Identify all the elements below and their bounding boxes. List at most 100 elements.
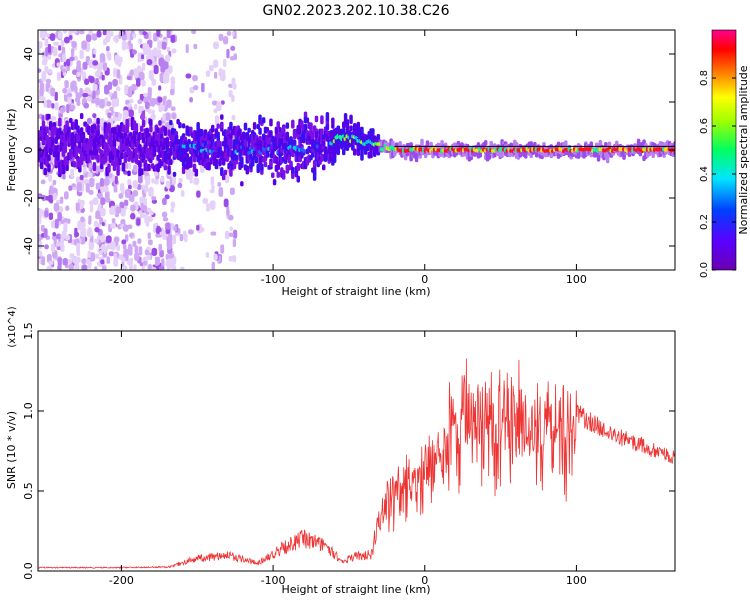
spectrogram-cell — [124, 205, 128, 210]
spectrogram-cell — [265, 150, 270, 158]
spectrogram-cell — [151, 196, 157, 201]
spectrogram-cell — [229, 187, 235, 196]
spectrogram-cell — [107, 122, 111, 129]
spectrogram-cell — [122, 265, 128, 270]
spectrogram-cell — [114, 111, 119, 118]
spectrogram-cell — [141, 265, 145, 270]
spectrogram-cell — [254, 156, 259, 164]
spectrogram-cell — [201, 82, 205, 93]
spectrogram-cell — [189, 97, 193, 103]
spectrogram-cell — [82, 71, 86, 79]
spectrogram-cell — [140, 203, 144, 212]
spectrogram-cell — [231, 77, 236, 88]
spectrogram-cell — [137, 52, 142, 63]
spectrogram-cell — [114, 175, 118, 185]
spectrogram-cell — [68, 185, 73, 191]
spectrogram-cell — [141, 79, 146, 87]
spectrogram-cell — [114, 55, 121, 66]
spectrogram-cell — [52, 231, 57, 237]
spectrogram-xtick-label: -200 — [109, 273, 134, 286]
spectrogram-cell — [101, 243, 106, 253]
spectrogram-cell — [137, 38, 143, 44]
spectrogram-cell — [170, 106, 176, 112]
spectrogram-cell — [141, 119, 146, 128]
spectrogram-cell — [74, 97, 81, 103]
spectrogram-cell — [148, 186, 154, 197]
spectrogram-cell — [69, 117, 73, 124]
spectrogram-cell — [99, 52, 106, 63]
spectrogram-cell — [168, 253, 175, 259]
spectrogram-cell — [161, 211, 168, 218]
spectrogram-cell — [50, 137, 55, 143]
snr-ylabel: SNR (10 * v/v) — [5, 411, 18, 489]
spectrogram-cell — [162, 197, 167, 206]
spectrogram-cell — [52, 122, 57, 128]
spectrogram-cell — [99, 235, 106, 243]
spectrogram-cell — [269, 118, 273, 127]
spectrogram-cell — [91, 33, 98, 41]
spectrogram-cell — [69, 56, 75, 62]
spectrogram-cell — [70, 48, 75, 57]
spectrogram-cell — [93, 48, 97, 55]
spectrogram-cell — [43, 167, 48, 176]
spectrogram-cell — [44, 244, 49, 250]
spectrogram-cell — [85, 183, 90, 193]
spectrogram-cell — [209, 157, 213, 165]
spectrogram-cell — [166, 181, 171, 189]
spectrogram-cell — [193, 43, 198, 50]
spectrogram-cell — [38, 250, 43, 257]
spectrogram-cell — [189, 86, 195, 94]
spectrogram-cell — [155, 256, 161, 266]
spectrogram-cell — [360, 126, 364, 135]
spectrogram-cell — [38, 68, 42, 73]
spectrogram-cell — [80, 216, 85, 223]
spectrogram-cell — [128, 40, 132, 47]
spectrogram-cell — [153, 32, 158, 42]
spectrogram-cell — [178, 178, 183, 183]
spectrogram-cell — [206, 203, 210, 212]
spectrogram-cell — [162, 113, 166, 122]
spectrogram-cell — [96, 214, 102, 220]
spectrogram-cell — [67, 94, 72, 105]
spectrogram-cell — [63, 191, 69, 200]
spectrogram-cell — [223, 58, 227, 68]
spectrogram-cell — [96, 154, 100, 163]
spectrogram-cell — [223, 198, 229, 208]
spectrogram-cell — [84, 87, 91, 92]
spectrogram-cell — [194, 168, 199, 177]
spectrogram-cell — [161, 258, 165, 267]
spectrogram-cell — [229, 142, 233, 150]
spectrogram-cell — [113, 185, 118, 193]
spectrogram-cell — [349, 125, 353, 132]
spectrogram-cell — [196, 122, 200, 132]
spectrogram-cell — [140, 54, 145, 60]
spectrogram-cell — [256, 163, 260, 174]
spectrogram-cell — [83, 102, 90, 109]
spectrogram-cell — [220, 114, 224, 120]
spectrogram-cell — [88, 240, 95, 251]
spectrogram-cell — [39, 162, 44, 170]
spectrogram-cell — [170, 76, 176, 86]
spectrogram-cell — [180, 190, 185, 197]
spectrogram-cell — [63, 222, 68, 233]
spectrogram-cell — [231, 94, 235, 102]
spectrogram-cell — [57, 257, 62, 267]
colorbar-gradient — [712, 30, 736, 270]
spectrogram-cell — [222, 36, 229, 45]
spectrogram-cell — [86, 117, 92, 124]
spectrogram-cell — [119, 152, 124, 160]
spectrogram-cell — [155, 49, 162, 54]
spectrogram-ytick-label: 40 — [22, 47, 35, 61]
spectrogram-cell — [94, 70, 101, 78]
spectrogram-cell — [51, 103, 55, 109]
spectrogram-cell — [171, 112, 177, 120]
spectrogram-cell — [68, 263, 74, 270]
spectrogram-cell — [113, 35, 120, 43]
spectrogram-cell — [185, 43, 189, 54]
spectrogram-cell — [151, 178, 155, 184]
spectrogram-cell — [360, 152, 364, 161]
spectrogram-cell — [144, 101, 150, 110]
spectrogram-cell — [233, 229, 238, 239]
spectrogram-cell — [272, 179, 277, 186]
spectrogram-cell — [52, 47, 58, 57]
